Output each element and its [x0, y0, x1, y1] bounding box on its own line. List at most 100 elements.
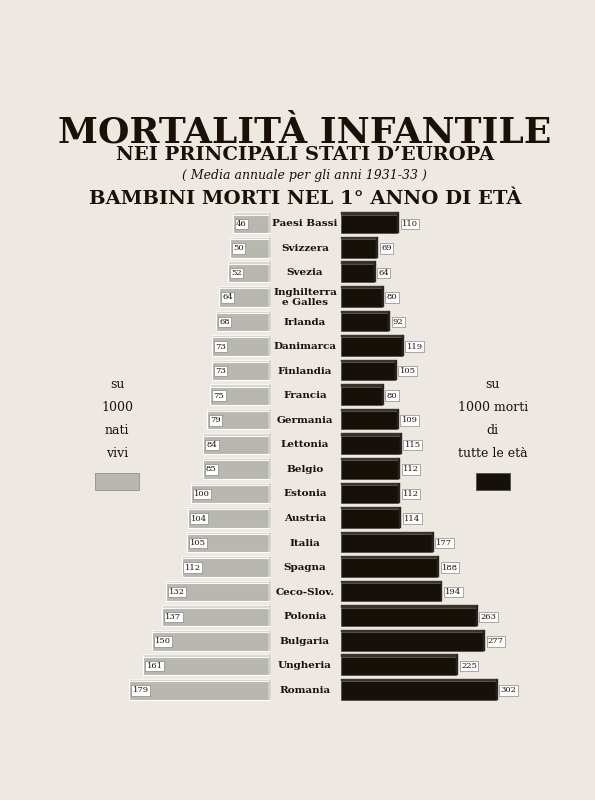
Bar — [341, 436, 400, 454]
Bar — [212, 360, 269, 362]
Text: 194: 194 — [445, 588, 462, 596]
Text: 64: 64 — [222, 294, 233, 302]
Bar — [191, 485, 269, 503]
Bar — [341, 237, 377, 239]
Bar — [341, 583, 440, 602]
Bar — [382, 384, 384, 405]
Bar — [341, 630, 483, 632]
Text: Ceco-Slov.: Ceco-Slov. — [275, 588, 334, 597]
Text: 302: 302 — [500, 686, 516, 694]
Bar — [341, 313, 388, 331]
Text: 161: 161 — [146, 662, 162, 670]
Bar — [476, 473, 510, 490]
Bar — [341, 310, 388, 313]
Text: BAMBINI MORTI NEL 1° ANNO DI ETÀ: BAMBINI MORTI NEL 1° ANNO DI ETÀ — [89, 190, 521, 208]
Bar — [341, 632, 483, 650]
Text: MORTALITÀ INFANTILE: MORTALITÀ INFANTILE — [58, 115, 552, 150]
Text: Spagna: Spagna — [284, 563, 326, 572]
Bar — [377, 237, 378, 258]
Text: Ungheria: Ungheria — [278, 662, 332, 670]
Bar — [341, 434, 400, 436]
Text: vivi: vivi — [106, 447, 128, 460]
Text: Austria: Austria — [284, 514, 326, 523]
Bar — [341, 657, 456, 675]
Bar — [341, 212, 397, 214]
Bar — [181, 558, 269, 577]
Bar — [269, 360, 271, 380]
Text: di: di — [487, 424, 499, 437]
Text: 277: 277 — [488, 638, 504, 646]
Bar — [230, 237, 269, 239]
Bar — [269, 286, 271, 306]
Text: 64: 64 — [378, 269, 389, 277]
Bar — [211, 384, 269, 386]
Text: su: su — [486, 378, 500, 391]
Bar — [341, 360, 395, 362]
Bar — [188, 507, 269, 510]
Bar — [211, 386, 269, 405]
Bar — [187, 532, 269, 534]
Text: 68: 68 — [219, 318, 230, 326]
Bar — [269, 237, 271, 258]
Text: 79: 79 — [211, 416, 221, 424]
Bar — [341, 458, 399, 460]
Bar — [496, 679, 498, 700]
Bar — [216, 310, 269, 313]
Text: 263: 263 — [481, 613, 496, 621]
Bar — [341, 607, 476, 626]
Text: 104: 104 — [191, 514, 207, 522]
Bar — [400, 434, 402, 454]
Bar — [269, 335, 271, 356]
Bar — [129, 679, 269, 682]
Text: 110: 110 — [402, 220, 418, 228]
Text: Svizzera: Svizzera — [281, 244, 329, 253]
Bar — [399, 507, 402, 528]
Bar — [143, 654, 269, 657]
Bar — [203, 434, 269, 436]
Text: 112: 112 — [184, 564, 201, 572]
Bar — [166, 581, 269, 583]
Bar — [341, 335, 402, 338]
Bar — [397, 409, 399, 430]
Bar — [341, 262, 374, 264]
Bar — [269, 482, 271, 503]
Text: 105: 105 — [190, 539, 206, 547]
Bar — [162, 607, 269, 626]
Text: 80: 80 — [387, 294, 397, 302]
Bar — [341, 558, 437, 577]
Bar — [269, 679, 271, 700]
Bar — [341, 460, 399, 478]
Bar — [269, 458, 271, 478]
Bar — [437, 556, 439, 577]
Bar — [219, 286, 269, 288]
Bar — [456, 654, 458, 675]
Text: Irlanda: Irlanda — [284, 318, 326, 326]
Bar — [181, 556, 269, 558]
Bar — [388, 310, 390, 331]
Bar — [269, 409, 271, 430]
Bar — [341, 286, 382, 288]
Bar — [219, 288, 269, 306]
Bar — [228, 262, 269, 264]
Bar — [212, 338, 269, 356]
Text: 137: 137 — [165, 613, 181, 621]
Bar — [341, 679, 496, 682]
Bar — [341, 507, 399, 510]
Bar — [191, 482, 269, 485]
Bar — [152, 632, 269, 650]
Text: Paesi Bassi: Paesi Bassi — [273, 219, 337, 228]
Text: 119: 119 — [407, 342, 423, 350]
Bar — [374, 262, 375, 282]
Bar — [233, 212, 269, 214]
Text: NEI PRINCIPALI STATI D’EUROPA: NEI PRINCIPALI STATI D’EUROPA — [116, 146, 494, 164]
Text: 46: 46 — [236, 220, 247, 228]
Bar — [402, 335, 404, 356]
Text: su: su — [110, 378, 124, 391]
Bar — [341, 411, 397, 430]
Bar — [395, 360, 397, 380]
Text: 179: 179 — [133, 686, 149, 694]
Text: tutte le età: tutte le età — [458, 447, 528, 460]
Bar — [399, 482, 400, 503]
Bar — [341, 682, 496, 700]
Bar — [341, 338, 402, 356]
